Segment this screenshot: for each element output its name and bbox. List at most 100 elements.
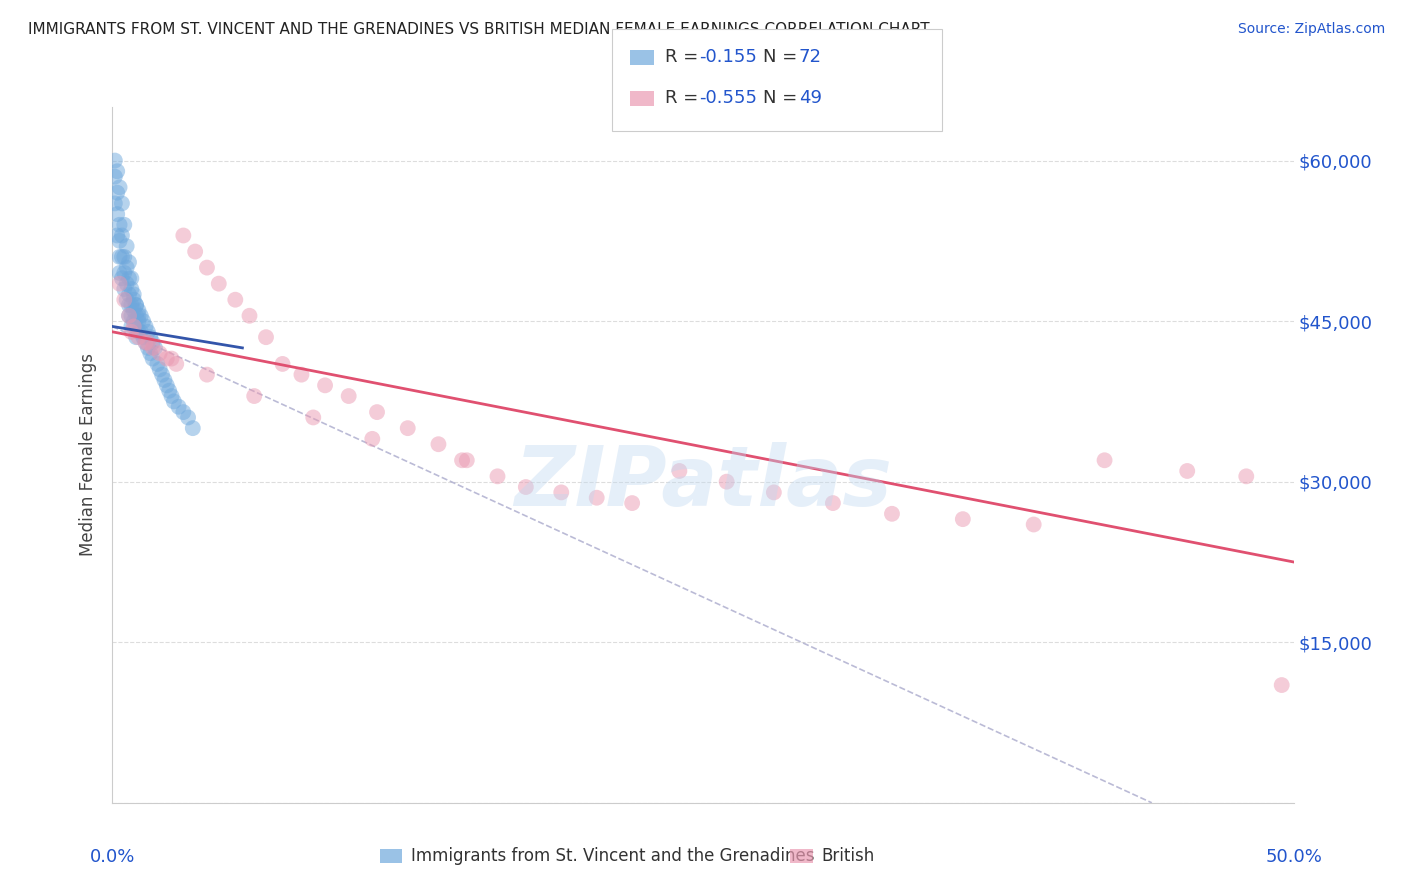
- Point: [136, 341, 159, 355]
- Point: [125, 330, 148, 344]
- Point: [880, 507, 903, 521]
- Point: [952, 512, 974, 526]
- Point: [149, 346, 172, 360]
- Point: [149, 362, 172, 376]
- Point: [120, 282, 142, 296]
- Point: [120, 319, 142, 334]
- Text: -0.555: -0.555: [699, 89, 756, 107]
- Point: [136, 325, 159, 339]
- Point: [104, 169, 127, 184]
- Point: [105, 207, 128, 221]
- Point: [195, 260, 218, 275]
- Point: [122, 293, 145, 307]
- Point: [396, 421, 419, 435]
- Point: [156, 351, 179, 366]
- Point: [167, 400, 190, 414]
- Point: [1094, 453, 1116, 467]
- Point: [118, 287, 141, 301]
- Point: [456, 453, 478, 467]
- Point: [142, 351, 165, 366]
- Text: 0.0%: 0.0%: [90, 847, 135, 866]
- Point: [172, 405, 194, 419]
- Point: [136, 335, 159, 350]
- Point: [108, 277, 131, 291]
- Point: [762, 485, 785, 500]
- Point: [129, 309, 152, 323]
- Point: [181, 421, 204, 435]
- Point: [125, 298, 148, 312]
- Text: IMMIGRANTS FROM ST. VINCENT AND THE GRENADINES VS BRITISH MEDIAN FEMALE EARNINGS: IMMIGRANTS FROM ST. VINCENT AND THE GREN…: [28, 22, 929, 37]
- Point: [108, 266, 131, 280]
- Point: [135, 335, 157, 350]
- Point: [337, 389, 360, 403]
- Point: [127, 330, 149, 344]
- Point: [153, 373, 176, 387]
- Point: [821, 496, 844, 510]
- Point: [427, 437, 450, 451]
- Point: [160, 351, 183, 366]
- Point: [120, 309, 142, 323]
- Point: [716, 475, 738, 489]
- Point: [224, 293, 246, 307]
- Point: [243, 389, 266, 403]
- Point: [104, 196, 127, 211]
- Point: [1271, 678, 1294, 692]
- Point: [668, 464, 690, 478]
- Point: [550, 485, 572, 500]
- Point: [314, 378, 336, 392]
- Point: [118, 271, 141, 285]
- Point: [120, 271, 142, 285]
- Point: [254, 330, 277, 344]
- Text: R =: R =: [665, 89, 704, 107]
- Point: [139, 330, 162, 344]
- Text: 49: 49: [799, 89, 821, 107]
- Point: [108, 218, 131, 232]
- Point: [127, 325, 149, 339]
- Point: [112, 218, 135, 232]
- Point: [156, 378, 179, 392]
- Point: [125, 319, 148, 334]
- Point: [165, 357, 187, 371]
- Text: ZIPatlas: ZIPatlas: [515, 442, 891, 524]
- Point: [118, 298, 141, 312]
- Point: [108, 234, 131, 248]
- Text: 72: 72: [799, 48, 821, 66]
- Point: [142, 341, 165, 355]
- Point: [129, 325, 152, 339]
- Point: [112, 266, 135, 280]
- Point: [160, 389, 183, 403]
- Point: [621, 496, 644, 510]
- Point: [111, 228, 134, 243]
- Point: [127, 303, 149, 318]
- Text: Immigrants from St. Vincent and the Grenadines: Immigrants from St. Vincent and the Gren…: [411, 847, 814, 865]
- Point: [184, 244, 207, 259]
- Point: [361, 432, 384, 446]
- Point: [451, 453, 474, 467]
- Point: [1234, 469, 1257, 483]
- Point: [143, 341, 166, 355]
- Point: [118, 309, 141, 323]
- Point: [135, 335, 157, 350]
- Point: [115, 277, 138, 291]
- Point: [112, 250, 135, 264]
- Point: [172, 228, 194, 243]
- Point: [146, 357, 169, 371]
- Text: -0.155: -0.155: [699, 48, 756, 66]
- Text: N =: N =: [763, 89, 803, 107]
- Point: [125, 309, 148, 323]
- Point: [115, 260, 138, 275]
- Y-axis label: Median Female Earnings: Median Female Earnings: [79, 353, 97, 557]
- Point: [132, 330, 155, 344]
- Point: [177, 410, 200, 425]
- Point: [111, 250, 134, 264]
- Point: [122, 314, 145, 328]
- Point: [122, 287, 145, 301]
- Point: [1022, 517, 1045, 532]
- Point: [157, 384, 180, 398]
- Point: [115, 293, 138, 307]
- Point: [111, 196, 134, 211]
- Text: 50.0%: 50.0%: [1265, 847, 1322, 866]
- Point: [112, 282, 135, 296]
- Point: [105, 186, 128, 200]
- Point: [112, 293, 135, 307]
